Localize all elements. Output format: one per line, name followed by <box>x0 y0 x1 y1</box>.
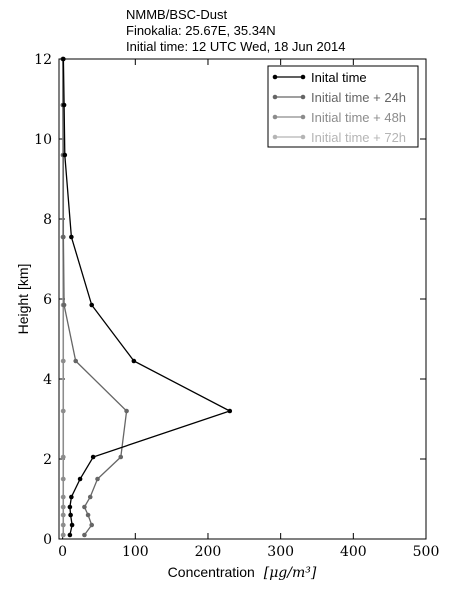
series-point <box>73 358 79 364</box>
series-point <box>67 504 73 510</box>
title-location: Finokalia: 25.67E, 35.34N <box>126 23 276 38</box>
legend-label: Inital time <box>311 70 367 85</box>
y-tick-label: 0 <box>43 532 52 548</box>
series-point <box>69 494 74 500</box>
series-point <box>89 522 95 528</box>
series-point <box>61 302 67 308</box>
series-point <box>69 234 74 240</box>
legend-item: Initial time + 24h <box>272 90 406 105</box>
series-point <box>85 512 91 518</box>
y-tick-label: 8 <box>43 212 52 228</box>
x-tick-label: 200 <box>195 544 222 560</box>
series-point <box>61 408 66 414</box>
tick-labels: 0 100 200 300 400 500 0 2 4 6 8 10 12 <box>34 52 439 560</box>
series-point <box>61 512 66 518</box>
legend-label: Initial time + 72h <box>311 130 406 145</box>
legend-swatch-point <box>272 94 278 100</box>
series-point <box>118 454 124 460</box>
series-point <box>87 494 93 500</box>
y-tick-label: 12 <box>34 52 52 68</box>
series-point <box>131 358 137 364</box>
series-point <box>90 454 96 460</box>
legend-label: Initial time + 24h <box>311 90 406 105</box>
series-point <box>69 522 75 528</box>
x-tick-label: 400 <box>340 544 367 560</box>
y-tick-label: 6 <box>43 292 52 308</box>
legend-label: Initial time + 48h <box>311 110 406 125</box>
series-point <box>61 102 67 108</box>
series-point <box>61 234 66 240</box>
series-point <box>82 532 87 538</box>
x-axis-label-text: Concentration <box>168 564 255 580</box>
series-point <box>77 476 83 482</box>
legend-swatch-point <box>272 74 278 80</box>
title-model: NMMB/BSC-Dust <box>126 7 228 22</box>
series-line <box>62 58 232 536</box>
legend-swatch-point <box>300 134 306 140</box>
x-tick-label: 300 <box>267 544 294 560</box>
legend: Inital time Initial time + 24h Initial tim… <box>267 65 419 148</box>
legend-swatch-point <box>300 94 306 100</box>
legend-item: Initial time + 72h <box>272 130 406 145</box>
series-point <box>82 504 87 510</box>
series-point <box>61 522 66 528</box>
x-tick-label: 100 <box>122 544 149 560</box>
legend-swatch-point <box>272 134 278 140</box>
x-axis-unit: [μg/m³] <box>264 565 317 581</box>
legend-swatch-point <box>272 114 278 120</box>
series-point <box>227 408 233 414</box>
series-point <box>61 454 66 460</box>
y-tick-label: 4 <box>43 372 52 388</box>
legend-swatch-point <box>300 114 306 120</box>
series-point <box>67 532 73 538</box>
series-point <box>89 302 95 308</box>
series-0 <box>61 56 233 538</box>
chart-title: NMMB/BSC-Dust Finokalia: 25.67E, 35.34N … <box>126 7 345 54</box>
legend-item: Inital time <box>272 70 367 85</box>
data-series <box>60 56 233 538</box>
legend-item: Initial time + 48h <box>272 110 406 125</box>
series-line <box>62 58 128 536</box>
series-point <box>62 152 68 158</box>
y-axis-label: Height [km] <box>15 264 31 335</box>
legend-frame <box>267 65 419 148</box>
legend-swatch-point <box>300 74 306 80</box>
plot-frame <box>58 58 427 540</box>
series-point <box>61 494 66 500</box>
x-tick-label: 500 <box>413 544 440 560</box>
y-tick-label: 10 <box>34 132 52 148</box>
x-axis-label: Concentration [μg/m³] <box>168 564 317 581</box>
series-point <box>61 504 66 510</box>
series-point <box>68 512 73 518</box>
title-initial-time: Initial time: 12 UTC Wed, 18 Jun 2014 <box>126 39 345 54</box>
series-point <box>95 476 100 482</box>
x-tick-label: 0 <box>58 544 67 560</box>
series-point <box>124 408 129 414</box>
series-point <box>61 532 66 538</box>
y-tick-label: 2 <box>43 452 52 468</box>
series-point <box>61 476 66 482</box>
series-point <box>61 358 66 364</box>
series-1 <box>60 56 129 538</box>
